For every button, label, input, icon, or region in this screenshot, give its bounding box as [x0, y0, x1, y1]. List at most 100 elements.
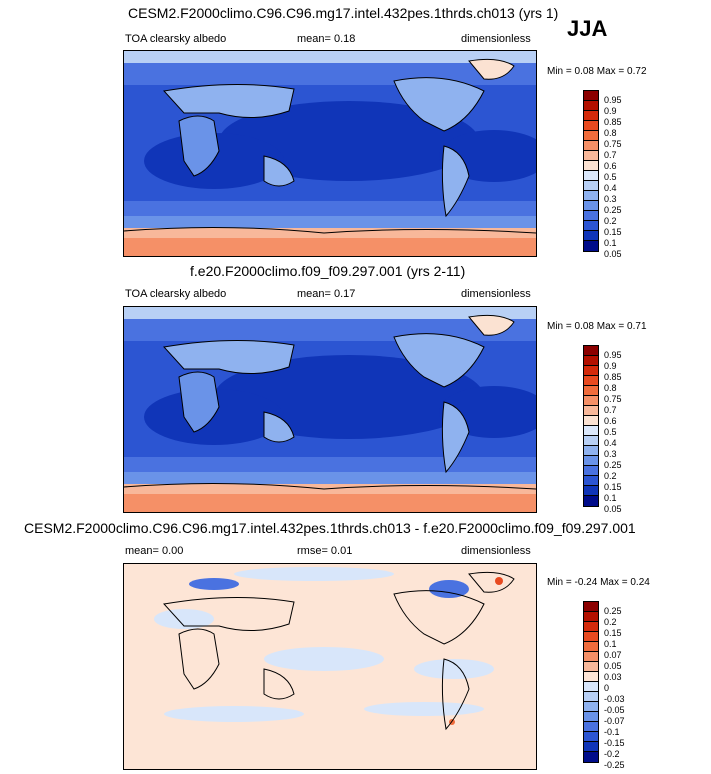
cbar1-tick: 0.25	[604, 205, 622, 215]
cbar1-tick: 0.2	[604, 216, 617, 226]
cbar3-swatch	[584, 632, 598, 642]
cbar2-tick: 0.8	[604, 383, 617, 393]
panel1-variable: TOA clearsky albedo	[125, 33, 227, 45]
cbar3-swatch	[584, 662, 598, 672]
panel3-units: dimensionless	[461, 545, 531, 557]
cbar3-swatch	[584, 692, 598, 702]
cbar3-tick: -0.2	[604, 749, 620, 759]
cbar3-tick: 0	[604, 683, 610, 693]
cbar2-swatch	[584, 406, 598, 416]
cbar2-swatch	[584, 436, 598, 446]
cbar2-swatch	[584, 396, 598, 406]
cbar2-swatch	[584, 386, 598, 396]
panel2-mean: mean= 0.17	[297, 288, 356, 300]
panel3-colorbar	[583, 601, 599, 763]
panel1-colorbar-labels: 0.95 0.9 0.85 0.8 0.75 0.7 0.6 0.5 0.4 0…	[604, 95, 622, 260]
panel1-mean: mean= 0.18	[297, 33, 356, 45]
cbar2-swatch	[584, 356, 598, 366]
panel3-rmse: rmse= 0.01	[297, 545, 353, 557]
cbar1-swatch	[584, 241, 598, 251]
cbar1-tick: 0.8	[604, 128, 617, 138]
cbar1-swatch	[584, 101, 598, 111]
cbar1-tick: 0.4	[604, 183, 617, 193]
cbar3-swatch	[584, 682, 598, 692]
cbar3-swatch	[584, 652, 598, 662]
cbar1-swatch	[584, 91, 598, 101]
panel2-colorbar	[583, 345, 599, 507]
cbar1-swatch	[584, 201, 598, 211]
panel3-colorbar-labels: 0.25 0.2 0.15 0.1 0.07 0.05 0.03 0 -0.03…	[604, 606, 625, 771]
cbar1-tick: 0.95	[604, 95, 622, 105]
cbar1-swatch	[584, 141, 598, 151]
cbar2-tick: 0.75	[604, 394, 622, 404]
cbar2-tick: 0.85	[604, 372, 622, 382]
cbar3-swatch	[584, 742, 598, 752]
cbar1-tick: 0.85	[604, 117, 622, 127]
cbar2-tick: 0.7	[604, 405, 617, 415]
cbar3-swatch	[584, 612, 598, 622]
cbar2-tick: 0.25	[604, 460, 622, 470]
panel1-map	[123, 50, 537, 257]
cbar3-tick: -0.1	[604, 727, 620, 737]
cbar2-tick: 0.5	[604, 427, 617, 437]
panel3-mean: mean= 0.00	[125, 545, 184, 557]
cbar1-swatch	[584, 191, 598, 201]
season-label: JJA	[567, 16, 608, 41]
cbar3-swatch	[584, 752, 598, 762]
cbar2-tick: 0.95	[604, 350, 622, 360]
panel2-title: f.e20.F2000climo.f09_f09.297.001 (yrs 2-…	[190, 263, 466, 279]
panel3-title: CESM2.F2000climo.C96.C96.mg17.intel.432p…	[24, 520, 636, 536]
cbar1-tick: 0.3	[604, 194, 617, 204]
panel2-colorbar-labels: 0.95 0.9 0.85 0.8 0.75 0.7 0.6 0.5 0.4 0…	[604, 350, 622, 515]
cbar1-swatch	[584, 161, 598, 171]
cbar2-tick: 0.05	[604, 504, 622, 514]
cbar2-swatch	[584, 416, 598, 426]
cbar2-swatch	[584, 376, 598, 386]
cbar2-swatch	[584, 346, 598, 356]
cbar3-swatch	[584, 732, 598, 742]
panel1-title: CESM2.F2000climo.C96.C96.mg17.intel.432p…	[128, 5, 559, 21]
cbar1-tick: 0.9	[604, 106, 617, 116]
panel1-units: dimensionless	[461, 33, 531, 45]
cbar1-tick: 0.05	[604, 249, 622, 259]
cbar1-tick: 0.5	[604, 172, 617, 182]
cbar3-swatch	[584, 712, 598, 722]
cbar1-swatch	[584, 151, 598, 161]
cbar2-swatch	[584, 486, 598, 496]
cbar2-tick: 0.2	[604, 471, 617, 481]
panel2-variable: TOA clearsky albedo	[125, 288, 227, 300]
panel1-minmax: Min = 0.08 Max = 0.72	[547, 66, 647, 77]
cbar2-swatch	[584, 366, 598, 376]
cbar1-swatch	[584, 131, 598, 141]
cbar3-swatch	[584, 702, 598, 712]
cbar1-swatch	[584, 211, 598, 221]
cbar3-swatch	[584, 622, 598, 632]
cbar2-swatch	[584, 456, 598, 466]
cbar3-tick: -0.07	[604, 716, 625, 726]
cbar3-tick: 0.05	[604, 661, 622, 671]
cbar3-tick: 0.25	[604, 606, 622, 616]
panel2-minmax: Min = 0.08 Max = 0.71	[547, 321, 647, 332]
cbar3-tick: -0.05	[604, 705, 625, 715]
cbar2-tick: 0.15	[604, 482, 622, 492]
cbar3-tick: 0.03	[604, 672, 622, 682]
cbar1-swatch	[584, 171, 598, 181]
cbar3-swatch	[584, 722, 598, 732]
cbar2-swatch	[584, 466, 598, 476]
cbar2-swatch	[584, 496, 598, 506]
cbar3-swatch	[584, 602, 598, 612]
cbar1-tick: 0.75	[604, 139, 622, 149]
cbar2-tick: 0.4	[604, 438, 617, 448]
cbar1-tick: 0.15	[604, 227, 622, 237]
cbar3-tick: 0.15	[604, 628, 622, 638]
cbar1-tick: 0.1	[604, 238, 617, 248]
cbar3-swatch	[584, 672, 598, 682]
cbar2-swatch	[584, 446, 598, 456]
cbar2-swatch	[584, 476, 598, 486]
cbar3-swatch	[584, 642, 598, 652]
cbar1-swatch	[584, 121, 598, 131]
cbar1-swatch	[584, 111, 598, 121]
cbar3-tick: 0.2	[604, 617, 617, 627]
cbar2-tick: 0.9	[604, 361, 617, 371]
cbar1-tick: 0.6	[604, 161, 617, 171]
